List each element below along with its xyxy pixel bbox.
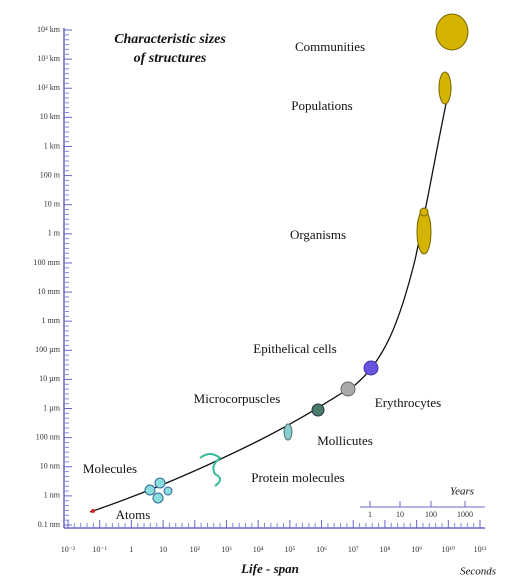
size-label: 1 nm <box>44 491 61 500</box>
size-label: 10² km <box>37 83 60 92</box>
title-line: of structures <box>134 51 207 66</box>
time-label: 10⁴ <box>253 545 264 554</box>
size-label: 1 mm <box>42 316 61 325</box>
size-label: 100 m <box>40 170 61 179</box>
size-label: 10⁴ km <box>37 25 61 34</box>
structure-label: Mollicutes <box>317 433 373 448</box>
size-label: 1 km <box>44 141 61 150</box>
title-line: Characteristic sizes <box>114 32 226 47</box>
background <box>0 0 506 578</box>
structure-label: Epithelical cells <box>253 341 336 356</box>
diagram: Characteristic sizes of structures Years… <box>0 0 506 578</box>
time-label: 10⁹ <box>411 545 422 554</box>
years-label: 100 <box>425 510 437 519</box>
size-label: 0.1 nm <box>38 520 61 529</box>
years-label: 10 <box>396 510 404 519</box>
size-label: 1 m <box>48 229 61 238</box>
structure-label: Protein molecules <box>251 470 345 485</box>
size-label: 10 km <box>40 112 61 121</box>
structure-label: Microcorpuscles <box>194 391 281 406</box>
size-label: 10 m <box>44 200 61 209</box>
time-label: 10 <box>159 545 167 554</box>
time-label: 10⁵ <box>284 545 295 554</box>
size-label: 10 µm <box>39 374 61 383</box>
time-label: 10⁶ <box>316 545 327 554</box>
structure-label: Organisms <box>290 227 346 242</box>
structure-label: Populations <box>291 98 352 113</box>
structure-label: Erythrocytes <box>375 395 441 410</box>
size-label: 10 nm <box>40 462 61 471</box>
time-label: 10³ <box>221 545 232 554</box>
size-label: 1 µm <box>43 403 61 412</box>
size-label: 100 mm <box>34 258 61 267</box>
size-label: 100 nm <box>36 432 61 441</box>
structure-label: Atoms <box>116 507 151 522</box>
time-label: 10² <box>190 545 201 554</box>
years-label: 1 <box>368 510 372 519</box>
time-label: 10⁻¹ <box>92 545 107 554</box>
size-label: 100 µm <box>35 345 61 354</box>
time-unit: Seconds <box>460 566 496 578</box>
time-label: 10⁷ <box>348 545 359 554</box>
time-axis-title: Life - span <box>240 561 299 576</box>
time-label: 10¹¹ <box>474 545 487 554</box>
structure-label: Molecules <box>83 461 137 476</box>
years-title: Years <box>450 486 474 498</box>
structure-label: Communities <box>295 39 365 54</box>
years-label: 1000 <box>457 510 473 519</box>
time-label: 10⁻² <box>61 545 76 554</box>
size-label: 10 mm <box>38 287 61 296</box>
time-label: 10¹⁰ <box>442 545 456 554</box>
size-label: 10³ km <box>37 54 60 63</box>
time-label: 1 <box>129 545 133 554</box>
time-label: 10⁸ <box>380 545 391 554</box>
